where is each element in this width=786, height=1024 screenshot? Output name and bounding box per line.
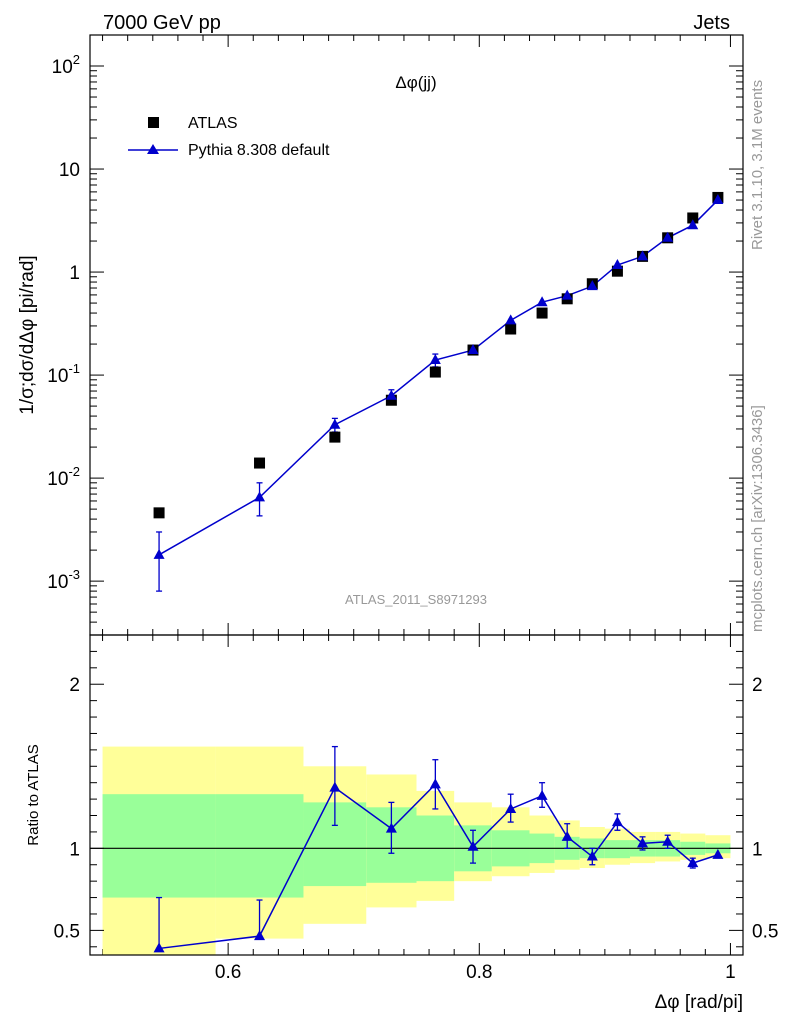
atlas-data-point: [385, 394, 397, 406]
category-label: Jets: [693, 12, 730, 34]
main-panel: 10-3 10-2 10-1 1 10 102: [47, 34, 744, 955]
atlas-data-point: [254, 457, 266, 469]
mc-point: [586, 280, 598, 291]
ratio-y-tick-label-right: 1: [752, 839, 763, 860]
ratio-mc-point: [637, 837, 649, 848]
legend-pythia-marker: [147, 144, 159, 154]
legend-pythia-label: Pythia 8.308 default: [188, 142, 330, 159]
y-tick-label: 10: [59, 160, 80, 181]
ratio-mc-point: [254, 930, 266, 941]
ratio-mc-point: [712, 848, 724, 859]
ratio-mc-point: [385, 822, 397, 833]
x-tick-label: 1: [725, 962, 736, 983]
mc-point: [467, 344, 479, 355]
mc-point: [687, 219, 699, 230]
mc-point: [329, 418, 341, 429]
energy-label: 7000 GeV pp: [103, 12, 221, 34]
rivet-label: Rivet 3.1.10, 3.1M events: [749, 80, 766, 250]
y-tick-label: 10-3: [47, 567, 80, 593]
mc-point: [637, 250, 649, 261]
ratio-frame: [89, 634, 744, 956]
mc-point: [254, 491, 266, 502]
x-axis-label: Δφ [rad/pi]: [655, 992, 743, 1013]
main-ylabel: 1/σ;dσ/dΔφ [pi/rad]: [17, 255, 38, 414]
ratio-mc-point: [429, 778, 441, 789]
ratio-y-tick-label-left: 0.5: [54, 921, 80, 942]
ratio-mc-point: [467, 840, 479, 851]
atlas-data-point: [536, 307, 548, 319]
ratio-mc-point: [536, 789, 548, 800]
mc-point: [505, 314, 517, 325]
ratio-mc-point: [329, 781, 341, 792]
y-tick-label: 1: [69, 263, 80, 284]
plot-title: Δφ(jj): [395, 73, 436, 92]
mc-point: [662, 231, 674, 242]
uncertainty-band-inner: [102, 794, 216, 898]
mc-point: [561, 289, 573, 300]
legend-atlas-label: ATLAS: [188, 115, 238, 132]
ratio-y-tick-label-left: 2: [69, 675, 80, 696]
ratio-mc-point: [586, 850, 598, 861]
y-tick-label: 10-1: [47, 361, 80, 387]
ratio-y-tick-label-left: 1: [69, 839, 80, 860]
ratio-mc-point: [611, 816, 623, 827]
atlas-data-point: [329, 431, 341, 443]
mc-point: [712, 194, 724, 205]
ratio-ylabel: Ratio to ATLAS: [25, 744, 42, 845]
mc-point: [153, 548, 165, 559]
atlas-data-point: [153, 507, 165, 519]
ratio-mc-point: [153, 942, 165, 953]
legend-atlas-marker: [148, 117, 159, 128]
mc-point: [536, 296, 548, 307]
x-tick-label: 0.6: [215, 962, 241, 983]
atlas-data-point: [611, 265, 623, 277]
legend: ATLAS Pythia 8.308 default: [128, 115, 330, 159]
atlas-data-point: [687, 212, 699, 224]
ratio-panel: 0.6 0.8 1 0.5 0.5 1 1 2 2: [54, 634, 778, 983]
mc-point: [611, 259, 623, 270]
ratio-mc-point: [505, 802, 517, 813]
ratio-mc-point: [687, 857, 699, 868]
analysis-label: ATLAS_2011_S8971293: [345, 592, 487, 607]
x-tick-label: 0.8: [466, 962, 492, 983]
source-label: mcplots.cern.ch [arXiv:1306.3436]: [749, 405, 766, 632]
uncertainty-band-inner: [604, 840, 630, 859]
mc-point: [429, 354, 441, 365]
mc-point: [385, 389, 397, 400]
ratio-y-tick-label-right: 2: [752, 675, 763, 696]
ratio-mc-point: [561, 830, 573, 841]
y-tick-label: 10-2: [47, 464, 80, 490]
ratio-y-tick-label-right: 0.5: [752, 921, 778, 942]
uncertainty-band-inner: [215, 794, 304, 898]
atlas-data-point: [505, 323, 517, 335]
ratio-mc-point: [662, 835, 674, 846]
atlas-data-point: [429, 366, 441, 378]
y-tick-label: 102: [52, 52, 80, 78]
